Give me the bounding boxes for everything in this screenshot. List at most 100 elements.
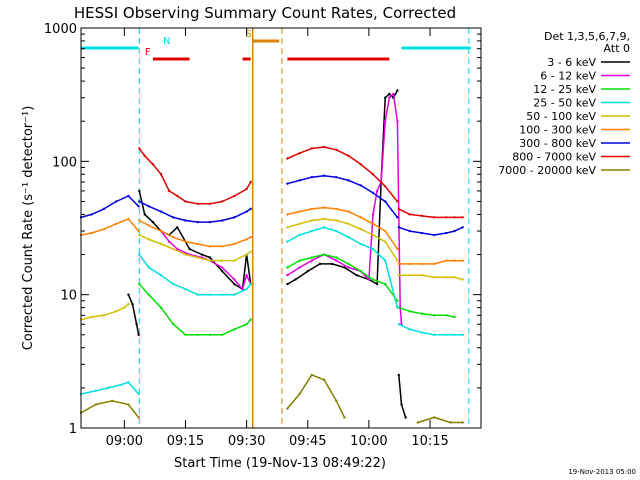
series-0-point-2-10: [384, 96, 387, 99]
series-0-point-1-10: [233, 282, 236, 286]
series-6-point-1-4: [184, 219, 187, 222]
series-8-point-2-3: [461, 421, 464, 424]
series-7-point-0-1: [143, 154, 146, 158]
series-8-segment-2: [417, 416, 463, 424]
series-3-point-2-8: [384, 259, 387, 262]
series-0-point-0-3: [137, 333, 140, 337]
series-6-point-1-6: [208, 220, 212, 224]
series-5-point-1-6: [208, 245, 212, 248]
series-6-point-1-7: [220, 219, 224, 222]
series-0-point-3-2: [404, 416, 407, 419]
series-1-point-0-6: [220, 266, 224, 269]
interval-marker-layer: [138, 28, 470, 428]
series-3-point-1-10: [249, 282, 252, 286]
series-0-point-2-3: [318, 262, 322, 266]
series-3-point-2-6: [359, 242, 362, 246]
series-8-segment-1: [286, 374, 346, 418]
series-2-point-1-6: [359, 269, 362, 273]
series-6-point-2-1: [298, 179, 301, 182]
series-0-point-2-11: [388, 92, 391, 96]
series-8-point-1-3: [322, 378, 326, 381]
legend-label-2: 12 - 25 keV: [533, 83, 596, 96]
series-7-point-1-5: [347, 154, 350, 158]
series-3-point-0-2: [106, 386, 110, 390]
series-5-point-1-3: [172, 235, 175, 239]
series-0-point-1-9: [220, 269, 224, 273]
series-3-point-0-3: [119, 383, 122, 387]
series-4-point-2-0: [286, 226, 289, 229]
legend-label-3: 25 - 50 keV: [533, 97, 596, 110]
series-6-point-3-3: [432, 233, 436, 237]
legend-label-0: 3 - 6 keV: [547, 56, 596, 69]
x-axis-label: Start Time (19-Nov-13 08:49:22): [174, 456, 386, 471]
series-7-point-2-1: [408, 213, 411, 216]
y-tick-label-3: 1000: [44, 22, 77, 37]
series-7-segment-2: [398, 208, 463, 219]
series-4-point-3-6: [461, 278, 464, 281]
series-0-point-1-7: [200, 253, 203, 256]
series-4-point-1-2: [159, 242, 163, 246]
series-4-segment-0: [80, 303, 129, 321]
series-6-point-1-2: [159, 210, 163, 213]
series-5-point-1-7: [220, 245, 224, 248]
series-5-point-3-6: [461, 259, 464, 262]
series-6-segment-0: [80, 195, 140, 219]
legend-header-line-1: Det 1,3,5,6,7,9,: [544, 30, 630, 43]
series-3-point-3-6: [461, 333, 464, 337]
series-8-point-1-1: [298, 392, 301, 396]
x-tick-label-2: 09:30: [228, 434, 265, 449]
series-2-point-2-5: [453, 315, 456, 319]
series-8-point-2-2: [449, 421, 452, 424]
series-4-point-1-8: [233, 259, 236, 262]
series-0-point-2-13: [396, 89, 399, 92]
series-5-point-3-4: [445, 259, 448, 262]
chart-title: HESSI Observing Summary Count Rates, Cor…: [74, 4, 456, 22]
series-3-point-3-5: [453, 333, 456, 337]
series-5-point-0-2: [102, 227, 106, 231]
series-7-point-0-3: [159, 173, 163, 176]
series-5-point-3-3: [432, 262, 436, 266]
series-0-point-1-0: [138, 189, 141, 193]
series-3-point-3-4: [445, 333, 448, 337]
series-7-point-1-2: [310, 147, 314, 150]
series-7-point-1-6: [359, 163, 362, 166]
series-6-point-2-6: [359, 184, 362, 187]
series-2-segment-0: [138, 283, 252, 336]
series-0-point-2-2: [306, 269, 309, 273]
series-3-segment-3: [398, 323, 463, 336]
series-3-point-3-1: [408, 328, 411, 331]
series-6-point-1-0: [138, 200, 141, 203]
series-6-point-1-8: [233, 216, 236, 219]
legend-label-6: 300 - 800 keV: [519, 137, 596, 150]
series-5-point-1-1: [147, 224, 150, 227]
series-2-point-1-9: [396, 299, 399, 302]
series-0-point-2-1: [294, 278, 297, 281]
series-8-segment-0: [80, 400, 140, 418]
series-2-point-1-0: [286, 266, 289, 269]
series-3-segment-2: [287, 226, 399, 308]
series-3-point-3-0: [397, 323, 400, 326]
series-2-point-2-4: [445, 314, 448, 317]
series-1-point-1-13: [392, 92, 395, 96]
series-2-point-1-7: [371, 278, 375, 281]
series-3-point-1-0: [138, 253, 141, 256]
series-4-point-1-1: [147, 238, 150, 241]
series-4-point-0-2: [102, 314, 106, 317]
flag-label-F: F: [145, 47, 151, 58]
series-2-point-1-8: [384, 282, 387, 286]
series-5-point-3-0: [397, 262, 400, 266]
series-8-point-2-1: [432, 416, 436, 419]
legend-label-4: 50 - 100 keV: [526, 110, 596, 123]
series-0-point-3-0: [397, 373, 400, 377]
series-4-point-1-6: [208, 259, 212, 262]
series-5-segment-2: [287, 206, 399, 250]
series-2-point-0-9: [245, 323, 248, 326]
series-5-segment-3: [398, 259, 463, 265]
series-6-point-1-5: [196, 220, 199, 224]
legend-label-8: 7000 - 20000 keV: [498, 164, 596, 177]
series-7-point-0-4: [167, 189, 171, 193]
series-4-point-3-4: [445, 276, 448, 279]
series-2-point-1-5: [347, 262, 350, 266]
x-tick-label-4: 10:00: [350, 434, 387, 449]
